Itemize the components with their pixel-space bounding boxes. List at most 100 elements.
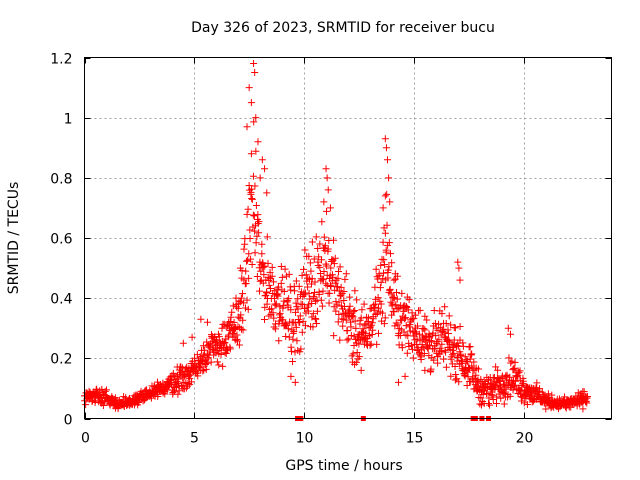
data-point bbox=[465, 364, 473, 372]
data-point bbox=[226, 345, 234, 353]
data-point bbox=[412, 330, 420, 338]
data-point bbox=[439, 325, 447, 333]
data-point bbox=[432, 332, 440, 340]
data-point bbox=[249, 172, 257, 180]
data-point bbox=[345, 306, 353, 314]
data-point bbox=[447, 372, 455, 380]
data-point bbox=[252, 147, 260, 155]
y-tick-label: 0.4 bbox=[50, 292, 72, 308]
data-point bbox=[187, 378, 195, 386]
data-point bbox=[292, 323, 300, 331]
data-point bbox=[430, 356, 438, 364]
data-point bbox=[297, 300, 305, 308]
data-point bbox=[456, 322, 464, 330]
data-point bbox=[292, 299, 300, 307]
data-point bbox=[238, 325, 246, 333]
data-point bbox=[287, 306, 295, 314]
data-point bbox=[352, 324, 360, 332]
data-point bbox=[249, 211, 257, 219]
data-point bbox=[306, 259, 314, 267]
data-point bbox=[290, 328, 298, 336]
data-point bbox=[368, 330, 376, 338]
data-point bbox=[225, 331, 233, 339]
data-point bbox=[381, 229, 389, 237]
data-point bbox=[304, 283, 312, 291]
data-point bbox=[548, 391, 556, 399]
data-point bbox=[360, 300, 368, 308]
data-point-peak bbox=[485, 399, 493, 407]
data-point-peak bbox=[357, 366, 365, 374]
data-point bbox=[252, 239, 260, 247]
data-point bbox=[171, 384, 179, 392]
y-tick-label: 1.2 bbox=[50, 52, 72, 68]
data-point bbox=[292, 277, 300, 285]
tick-labels: 0 0.2 0.4 0.6 0.8 1 1.2 0 5 10 15 20 bbox=[50, 52, 533, 447]
data-point bbox=[377, 278, 385, 286]
data-point bbox=[340, 296, 348, 304]
data-point bbox=[375, 329, 383, 337]
data-point bbox=[329, 273, 337, 281]
data-point bbox=[258, 240, 266, 248]
data-point bbox=[348, 312, 356, 320]
data-point bbox=[287, 286, 295, 294]
data-point bbox=[348, 312, 356, 320]
data-point bbox=[505, 354, 513, 362]
data-point bbox=[175, 387, 183, 395]
data-point bbox=[261, 262, 269, 270]
data-point bbox=[253, 273, 261, 281]
data-point bbox=[299, 317, 307, 325]
data-point bbox=[390, 294, 398, 302]
data-point-peak bbox=[263, 189, 271, 197]
data-point bbox=[312, 297, 320, 305]
data-point bbox=[477, 394, 485, 402]
data-point bbox=[318, 302, 326, 310]
data-point bbox=[517, 386, 525, 394]
data-point-peak bbox=[379, 204, 387, 212]
data-point bbox=[391, 322, 399, 330]
data-point-peak bbox=[320, 198, 328, 206]
data-point-peak bbox=[401, 372, 409, 380]
data-point bbox=[450, 349, 458, 357]
data-point bbox=[278, 273, 286, 281]
data-point bbox=[331, 254, 339, 262]
data-point bbox=[322, 280, 330, 288]
data-point bbox=[583, 392, 591, 400]
data-point bbox=[441, 303, 449, 311]
data-point bbox=[508, 357, 516, 365]
data-point bbox=[507, 359, 515, 367]
data-point bbox=[312, 233, 320, 241]
data-point bbox=[275, 283, 283, 291]
data-point bbox=[349, 313, 357, 321]
data-point bbox=[239, 290, 247, 298]
data-point bbox=[335, 311, 343, 319]
data-point bbox=[470, 358, 478, 366]
data-point bbox=[258, 250, 266, 258]
data-point bbox=[179, 374, 187, 382]
data-point bbox=[291, 319, 299, 327]
data-point bbox=[380, 320, 388, 328]
data-point bbox=[334, 318, 342, 326]
data-point bbox=[245, 274, 253, 282]
data-point bbox=[235, 341, 243, 349]
data-point bbox=[388, 259, 396, 267]
data-point bbox=[357, 314, 365, 322]
data-point bbox=[474, 376, 482, 384]
data-point bbox=[254, 211, 262, 219]
data-point bbox=[289, 335, 297, 343]
data-point bbox=[465, 343, 473, 351]
data-point bbox=[255, 229, 263, 237]
data-point-peak bbox=[504, 324, 512, 332]
data-point bbox=[334, 274, 342, 282]
data-point bbox=[404, 332, 412, 340]
data-point bbox=[440, 355, 448, 363]
data-point bbox=[351, 317, 359, 325]
data-point-peak bbox=[256, 174, 264, 182]
data-point bbox=[410, 315, 418, 323]
data-point bbox=[372, 265, 380, 273]
data-point bbox=[313, 307, 321, 315]
data-point bbox=[441, 346, 449, 354]
data-point-peak bbox=[326, 204, 334, 212]
data-point bbox=[398, 316, 406, 324]
data-point bbox=[420, 349, 428, 357]
